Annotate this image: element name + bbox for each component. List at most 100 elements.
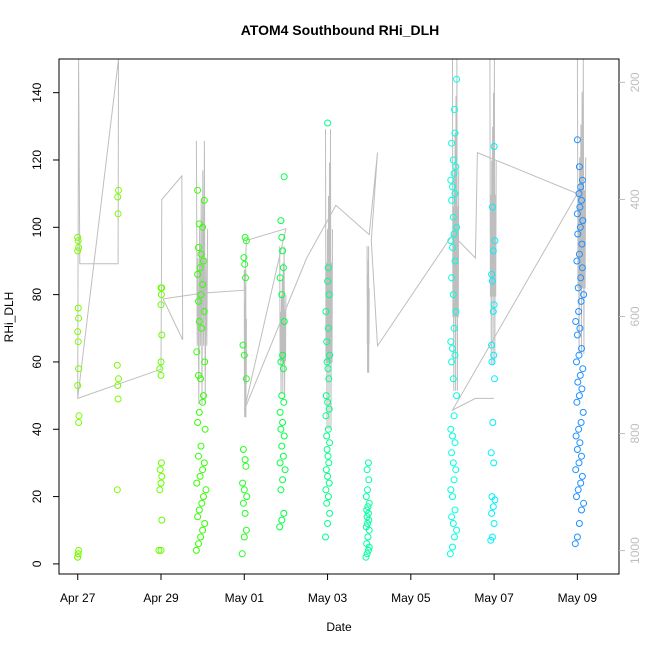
data-point xyxy=(573,398,581,406)
data-point xyxy=(364,503,372,511)
data-point xyxy=(450,230,458,238)
data-point xyxy=(199,398,207,406)
data-point xyxy=(201,425,209,433)
y-tick-label: 120 xyxy=(30,150,44,170)
data-point xyxy=(449,183,456,191)
data-point xyxy=(364,486,371,494)
data-point xyxy=(451,190,459,198)
data-point xyxy=(491,237,499,245)
data-point xyxy=(197,375,205,383)
data-point xyxy=(74,304,82,312)
data-point xyxy=(323,432,331,440)
y2-tick-label: 200 xyxy=(628,72,642,92)
data-point xyxy=(575,392,583,400)
data-point xyxy=(196,264,204,272)
data-point xyxy=(364,520,371,527)
data-point xyxy=(323,358,331,366)
data-point xyxy=(322,412,330,420)
data-point xyxy=(451,106,458,113)
data-point xyxy=(574,230,582,238)
data-point xyxy=(280,398,288,406)
y2-tick-label: 400 xyxy=(628,189,642,209)
data-point xyxy=(451,439,459,447)
data-point xyxy=(242,237,250,245)
data-point xyxy=(114,382,122,389)
data-point xyxy=(576,203,584,211)
data-point xyxy=(490,520,498,527)
data-point xyxy=(158,331,166,339)
data-point xyxy=(324,324,332,332)
data-point xyxy=(158,516,166,524)
data-point xyxy=(326,509,334,517)
data-point xyxy=(74,382,82,389)
y2-tick-label: 800 xyxy=(628,423,642,443)
data-point xyxy=(323,338,331,346)
data-point xyxy=(276,523,284,531)
data-point xyxy=(575,308,583,315)
data-point xyxy=(451,351,459,359)
data-point xyxy=(449,520,457,527)
data-point xyxy=(491,375,498,383)
data-point xyxy=(74,237,82,245)
data-point xyxy=(238,550,246,558)
data-point xyxy=(240,351,248,359)
data-point xyxy=(580,499,588,507)
data-point xyxy=(196,472,204,480)
data-point xyxy=(362,553,370,561)
data-point xyxy=(576,223,584,231)
data-point xyxy=(450,169,458,177)
data-point xyxy=(324,264,332,272)
data-point xyxy=(198,324,206,332)
data-point xyxy=(197,442,205,450)
data-point xyxy=(197,533,205,541)
data-point xyxy=(488,277,496,285)
data-point xyxy=(240,254,248,262)
data-point xyxy=(155,546,163,554)
data-point xyxy=(362,493,370,501)
pressure-series xyxy=(77,58,587,430)
data-point xyxy=(488,493,496,501)
data-point xyxy=(200,493,207,501)
data-point xyxy=(451,506,459,514)
data-point xyxy=(572,318,580,325)
data-point xyxy=(448,139,456,147)
data-point xyxy=(449,432,456,440)
data-point xyxy=(75,365,83,373)
data-point xyxy=(322,392,330,400)
data-point xyxy=(197,250,205,258)
data-point xyxy=(242,526,250,534)
data-point xyxy=(446,550,454,558)
y-tick-label: 140 xyxy=(30,82,44,102)
data-point xyxy=(323,499,331,507)
data-point xyxy=(449,459,457,467)
x-tick-label: May 09 xyxy=(558,591,598,605)
data-point xyxy=(322,486,330,494)
data-point xyxy=(157,291,165,299)
data-point xyxy=(276,408,284,416)
data-point xyxy=(489,503,497,511)
data-point xyxy=(450,476,458,484)
data-point xyxy=(453,75,461,83)
data-point xyxy=(575,351,583,359)
data-point xyxy=(573,493,580,501)
data-point xyxy=(280,173,288,181)
data-point xyxy=(195,506,203,514)
data-point xyxy=(365,499,373,507)
y-tick-label: 40 xyxy=(30,422,44,436)
data-point xyxy=(363,513,371,521)
data-point xyxy=(279,247,287,255)
data-point xyxy=(239,479,247,487)
data-point xyxy=(200,459,208,467)
data-point xyxy=(115,375,122,383)
data-point xyxy=(449,244,456,251)
data-point xyxy=(577,479,585,487)
x-tick-label: May 03 xyxy=(308,591,348,605)
data-point xyxy=(578,452,585,460)
data-point xyxy=(157,459,165,467)
data-point xyxy=(195,220,203,228)
data-point xyxy=(195,318,203,325)
data-point xyxy=(197,291,205,299)
data-point xyxy=(74,233,82,241)
data-point xyxy=(324,520,332,527)
data-point xyxy=(449,543,456,551)
